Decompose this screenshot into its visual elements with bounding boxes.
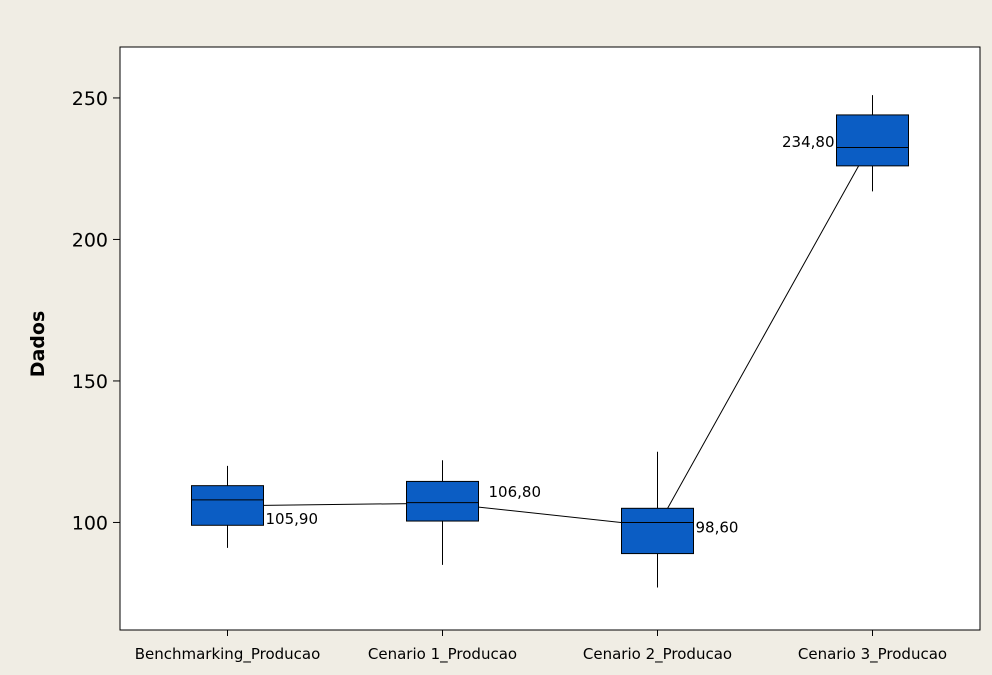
mean-labels: 105,90 106,80 98,60 234,80 bbox=[266, 133, 835, 536]
y-axis-label: Dados bbox=[27, 311, 49, 378]
mean-value-label: 234,80 bbox=[782, 133, 835, 151]
mean-value-label: 98,60 bbox=[696, 518, 739, 536]
mean-connect-line-group bbox=[227, 140, 873, 527]
iqr-box bbox=[406, 480, 479, 522]
iqr-box bbox=[191, 485, 264, 526]
mean-value-label: 106,80 bbox=[489, 483, 542, 501]
boxes bbox=[191, 114, 909, 555]
x-tick-label: Cenario 3_Producao bbox=[798, 645, 947, 664]
y-axis: 100 150 200 250 bbox=[72, 88, 120, 534]
y-tick-label: 100 bbox=[72, 512, 108, 534]
x-tick-label: Cenario 1_Producao bbox=[368, 645, 517, 664]
iqr-box bbox=[621, 507, 694, 555]
x-axis: Benchmarking_Producao Cenario 1_Producao C… bbox=[135, 630, 947, 664]
x-tick-label: Benchmarking_Producao bbox=[135, 645, 321, 664]
iqr-box bbox=[836, 114, 909, 167]
y-tick-label: 150 bbox=[72, 371, 108, 393]
mean-connect-line bbox=[227, 140, 873, 527]
whiskers bbox=[227, 95, 873, 588]
x-tick-label: Cenario 2_Producao bbox=[583, 645, 732, 664]
mean-value-label: 105,90 bbox=[266, 510, 319, 528]
y-tick-label: 250 bbox=[72, 88, 108, 110]
y-tick-label: 200 bbox=[72, 229, 108, 251]
